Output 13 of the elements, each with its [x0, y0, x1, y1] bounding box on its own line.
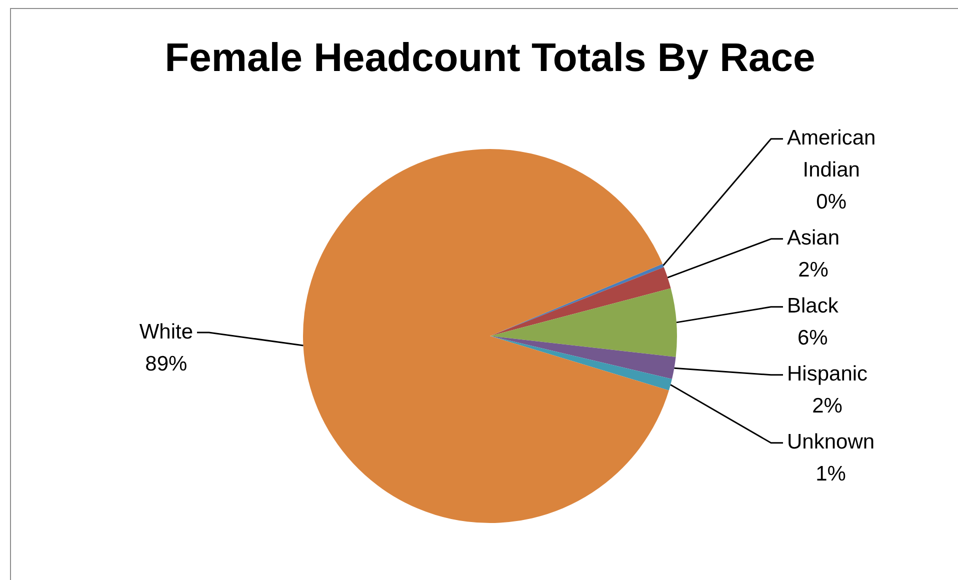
slice-label: Hispanic: [786, 362, 868, 386]
slice-label: White: [139, 320, 194, 344]
data-label: 2%: [798, 258, 828, 282]
data-label: 1%: [816, 462, 846, 486]
data-label: 89%: [145, 352, 188, 376]
data-label: 2%: [812, 394, 842, 418]
chart-title: Female Headcount Totals By Race: [164, 35, 816, 82]
slice-label: Asian: [787, 226, 840, 250]
data-label: 6%: [797, 326, 828, 350]
slice-label: Unknown: [786, 430, 875, 454]
slice-label: American Indian: [786, 126, 876, 182]
slice-label: Black: [786, 294, 839, 318]
data-label: 0%: [816, 190, 847, 214]
